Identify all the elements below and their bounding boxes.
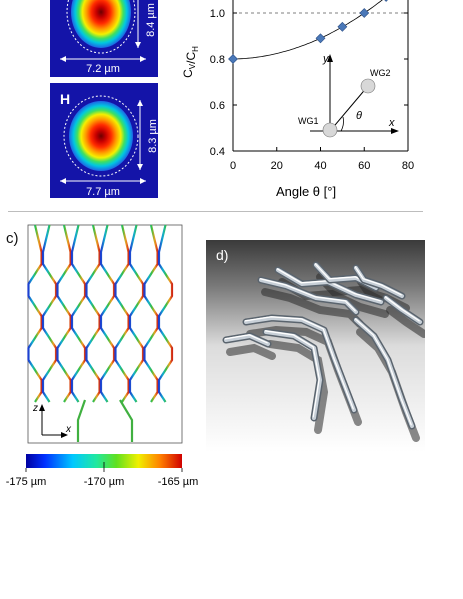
tube-highlight [224, 334, 268, 344]
x-tick-label: 0 [230, 160, 236, 172]
mode-panel-bottom: H 7.7 µm 8.3 µm [50, 83, 159, 198]
x-tick-label: 80 [402, 160, 414, 172]
arrow-head-down [137, 164, 143, 170]
inset-y-label: y [322, 53, 330, 65]
data-point [384, 0, 388, 2]
wg2-core-icon [360, 78, 376, 94]
ratio-chart: 0.40.60.81.00 20 40 60 80 CV/CH Angle θ [°] … [181, 0, 414, 199]
x-tick-label: 60 [358, 160, 370, 172]
tube-shadow [261, 288, 364, 328]
inset-link-line [329, 85, 369, 132]
arrow-head-right [140, 56, 146, 62]
inset-angle-arc [340, 116, 344, 132]
x-tick-label: 40 [314, 160, 326, 172]
tube-highlight [244, 316, 354, 410]
waveguide-inset: y x θ WG1 WG2 [298, 53, 399, 138]
panel-d-label: d) [216, 247, 228, 263]
inset-wg2-label: WG2 [370, 68, 391, 78]
waveguide-path [157, 224, 174, 403]
inset-wg1-label: WG1 [298, 116, 319, 126]
y-axis-label: CV/CH [181, 46, 200, 78]
inset-x-label: x [388, 117, 395, 129]
arrow-head-right [140, 178, 146, 184]
y-tick-label: 1.0 [210, 8, 225, 20]
z-axis-arrow [39, 404, 45, 411]
panel-c-label: c) [6, 230, 19, 247]
mode-field [71, 0, 131, 48]
mode-contour [63, 95, 139, 177]
waveguide-path [128, 224, 145, 403]
colorbar-label-min: -175 µm [6, 476, 47, 488]
tube-highlight [354, 318, 412, 426]
mode-width-label: 7.2 µm [86, 63, 120, 75]
colorbar-label-mid: -170 µm [84, 476, 125, 488]
tube-highlight [259, 278, 356, 312]
waveguide-path [70, 224, 87, 403]
panel-d-render: d) [206, 240, 425, 452]
data-point [359, 8, 370, 18]
mode-field [69, 101, 133, 171]
tube-shadow [226, 343, 276, 360]
tube-shadow [386, 306, 425, 338]
output-lead [76, 399, 87, 442]
waveguide-path [41, 224, 58, 403]
data-point [315, 33, 326, 44]
tube-highlight [264, 330, 320, 418]
output-lead [119, 399, 134, 442]
mode-panels: 7.2 µm 8.4 µm H 7.7 µm 8.3 µm [50, 0, 159, 198]
colorbar [26, 454, 182, 468]
x-axis-label: Angle θ [°] [276, 184, 336, 199]
waveguide-path [56, 224, 72, 403]
x-axis-label: x [65, 424, 72, 435]
data-point [337, 21, 348, 32]
waveguide-network [27, 224, 174, 442]
z-axis-label: z [32, 403, 38, 414]
y-tick-label: 0.6 [210, 100, 225, 112]
waveguide-3d-render [222, 261, 425, 442]
x-axis-arrow [61, 432, 68, 438]
panel-d: d) [206, 240, 425, 452]
inset-y-arrow [327, 54, 333, 62]
arrow-head-down [135, 42, 141, 48]
data-point [228, 54, 238, 64]
mode-contour [66, 0, 136, 54]
tube-highlight [384, 296, 420, 322]
arrow-head-left [60, 178, 66, 184]
waveguide-path [85, 224, 101, 403]
fit-curve [233, 0, 383, 60]
arrow-head-up [137, 100, 143, 106]
waveguide-path [99, 224, 116, 403]
panel-c: z x -175 µm -170 µm -165 µm [6, 224, 199, 488]
inset-theta-label: θ [356, 110, 362, 122]
waveguide-path [143, 224, 159, 403]
mode-height-label: 8.4 µm [145, 3, 157, 37]
tube-highlight [354, 266, 402, 296]
mode-height-label: 8.3 µm [147, 119, 159, 153]
x-tick-label: 20 [271, 160, 283, 172]
waveguide-path [27, 224, 43, 403]
mode-width-label: 7.7 µm [86, 186, 120, 198]
y-tick-label: 0.4 [210, 146, 225, 158]
mode-panel-top: 7.2 µm 8.4 µm [50, 0, 158, 77]
wg1-core-icon [322, 122, 338, 138]
waveguide-path [114, 224, 130, 403]
mode-label-h: H [60, 91, 70, 107]
arrow-head-left [60, 56, 66, 62]
tube-body [224, 334, 270, 346]
chart-plot: 0.4 0.6 0.8 1.0 0 20 40 60 80 [210, 0, 414, 172]
inset-x-arrow [391, 128, 399, 134]
colorbar-label-max: -165 µm [158, 476, 199, 488]
section-divider [8, 211, 423, 212]
y-tick-label: 0.8 [210, 54, 225, 66]
